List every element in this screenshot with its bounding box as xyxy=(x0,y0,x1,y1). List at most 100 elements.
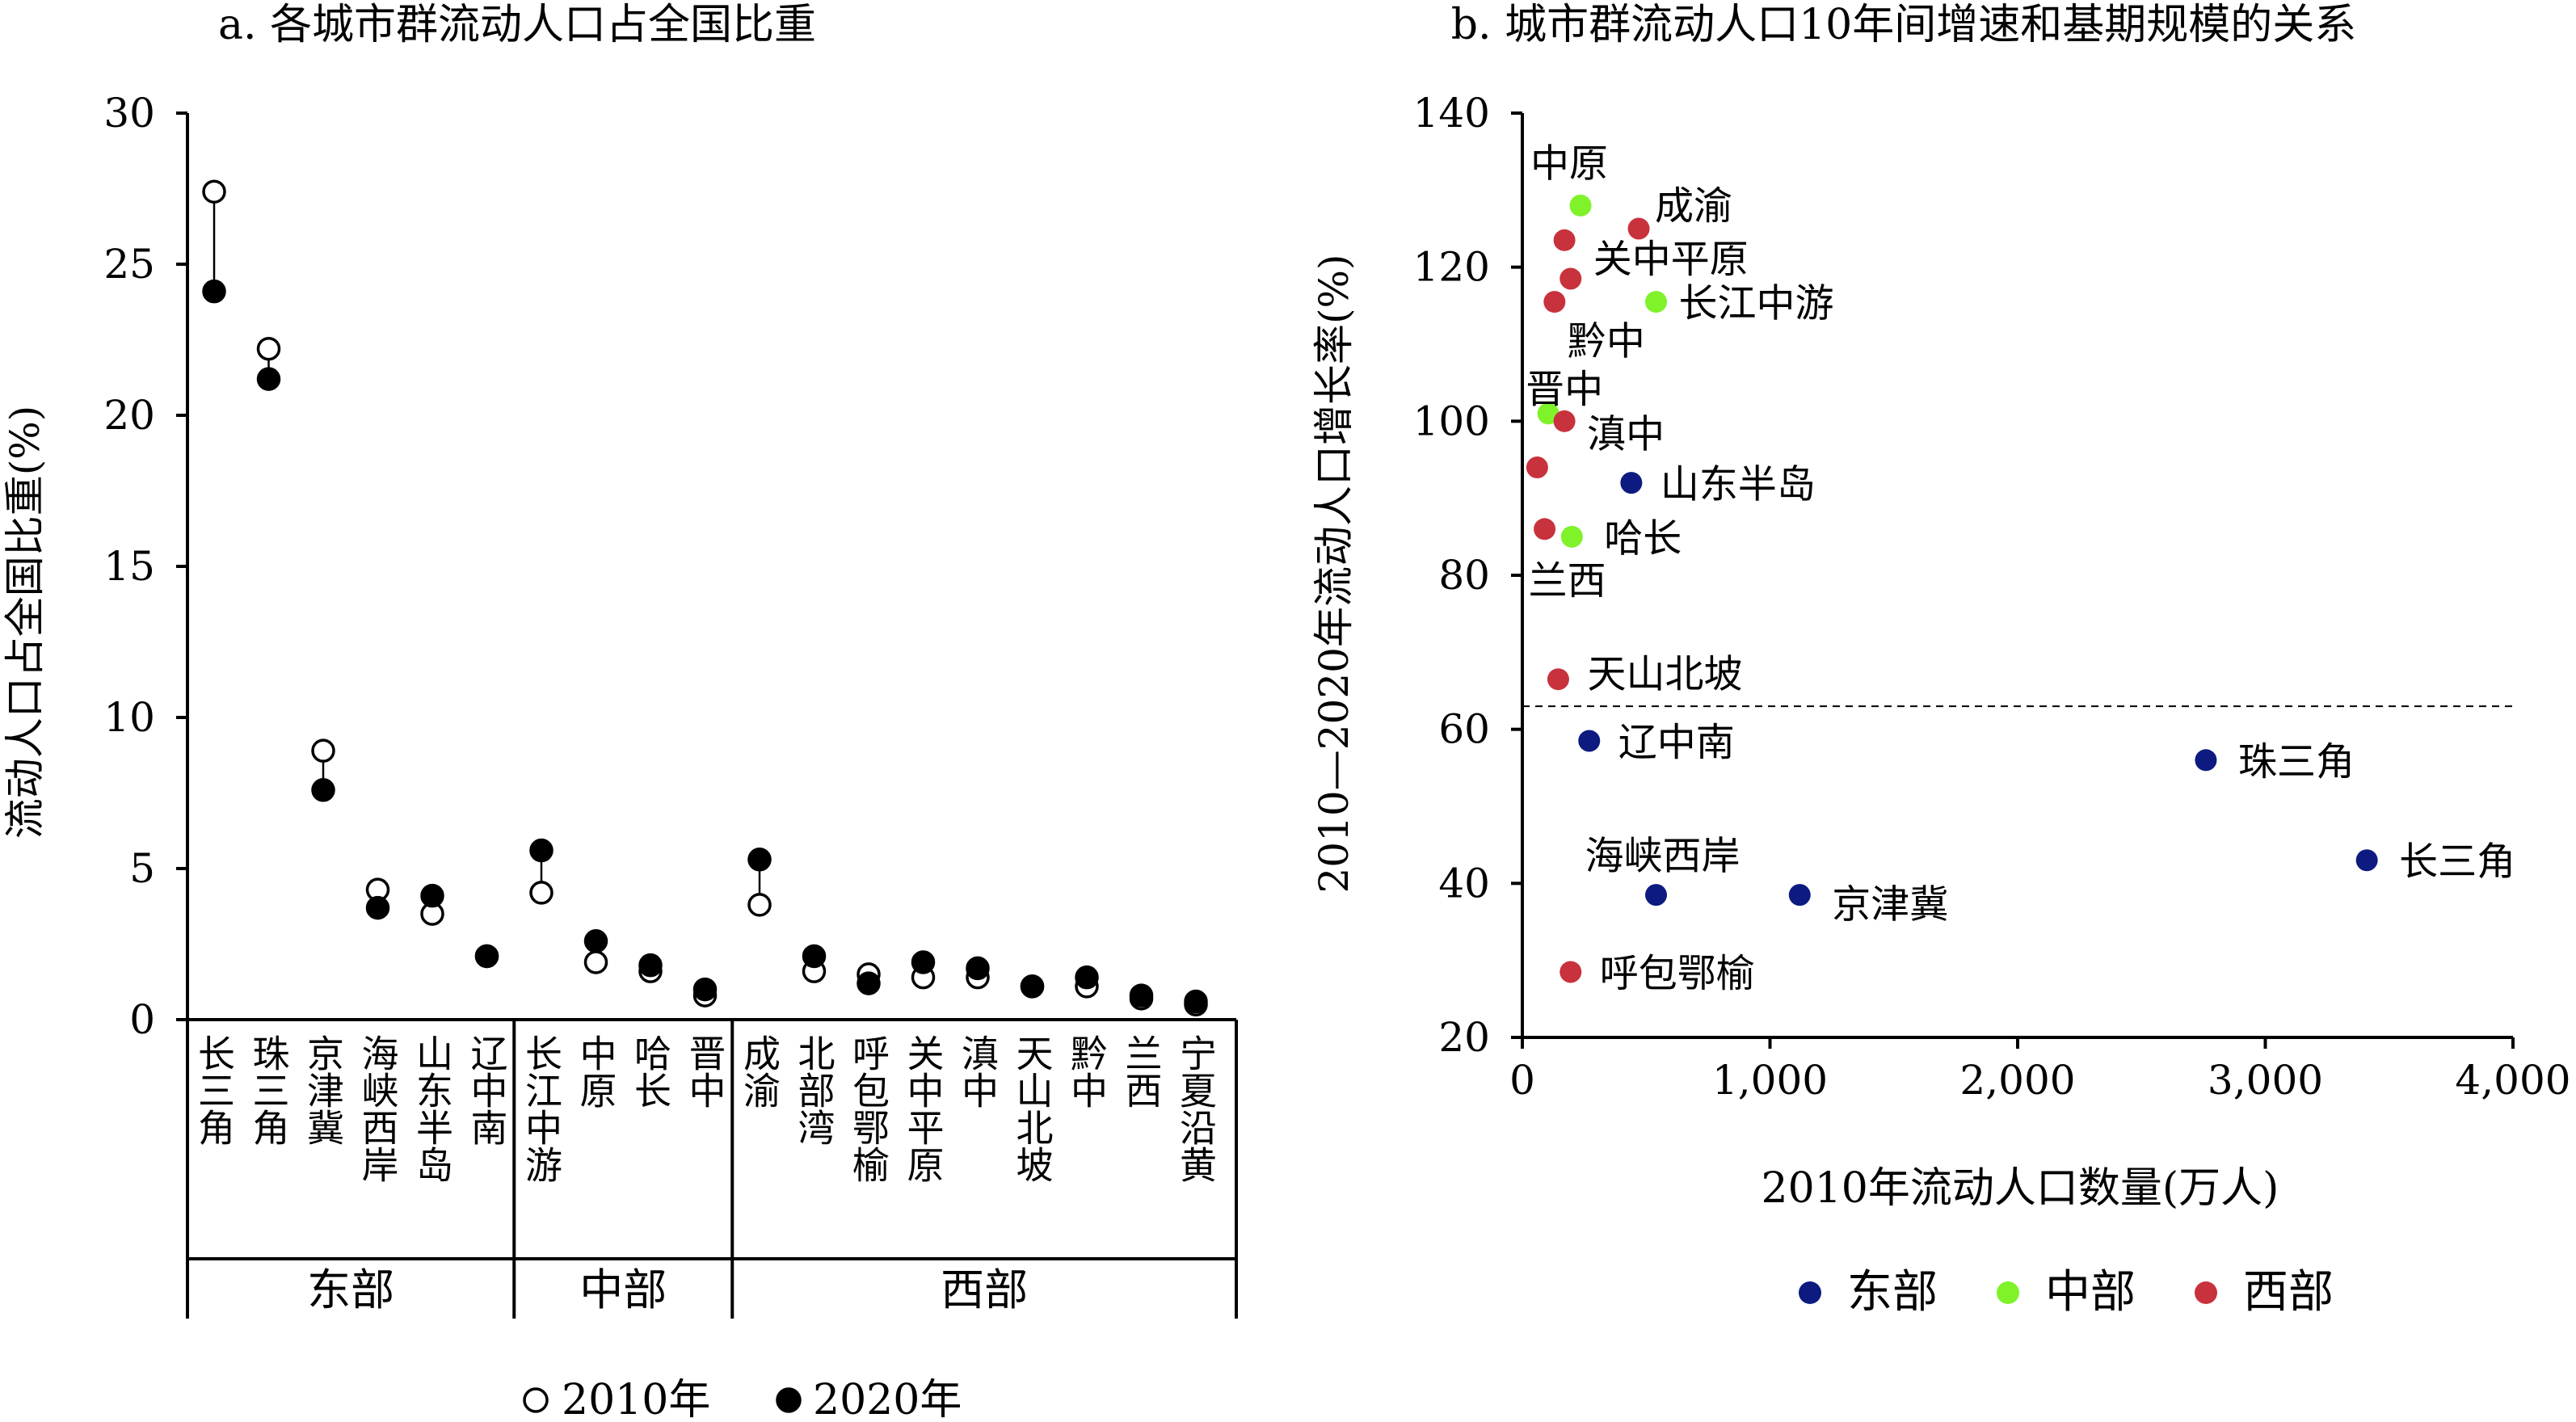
panel-b-legend-label: 西部 xyxy=(2243,1266,2334,1319)
panel-b-point xyxy=(1627,217,1650,240)
panel-b-point xyxy=(1526,456,1548,479)
panel-b-point xyxy=(1620,472,1643,494)
panel-b-point xyxy=(1559,961,1582,983)
panel-b-point xyxy=(2195,749,2217,772)
panel-b-y-tick-label: 20 xyxy=(1438,1014,1490,1061)
panel-b-point xyxy=(1547,668,1569,691)
panel-a-category-label: 山东半岛 xyxy=(410,1034,454,1183)
legend-2020-marker xyxy=(776,1387,802,1413)
panel-a-category-label: 兰西 xyxy=(1120,1034,1164,1109)
panel-a-category-label: 宁夏沿黄 xyxy=(1174,1034,1218,1183)
panel-a-category-label: 天山北坡 xyxy=(1011,1034,1054,1183)
panel-b-point-label: 兰西 xyxy=(1529,558,1606,604)
panel-b-title: b. 城市群流动人口10年间增速和基期规模的关系 xyxy=(1451,1,2357,49)
point-2010 xyxy=(583,950,608,974)
panel-a-category-label: 关中平原 xyxy=(902,1034,945,1183)
point-2010 xyxy=(747,893,772,917)
panel-b-point xyxy=(1645,291,1668,313)
point-2020 xyxy=(911,950,936,974)
panel-b-y-tick-label: 80 xyxy=(1438,552,1490,599)
point-2020 xyxy=(474,944,499,969)
panel-b-point-label: 天山北坡 xyxy=(1587,652,1742,697)
panel-a-category-label: 呼包鄂榆 xyxy=(847,1034,890,1183)
panel-b-point xyxy=(1560,525,1583,548)
panel-b-point xyxy=(1559,267,1582,290)
panel-b-x-tick-label: 0 xyxy=(1509,1057,1535,1104)
point-2010 xyxy=(311,738,335,763)
point-2020 xyxy=(1129,983,1154,1008)
point-2020 xyxy=(420,883,444,908)
panel-b-point xyxy=(1553,229,1576,251)
panel-b-point-label: 成渝 xyxy=(1655,183,1732,229)
point-2020 xyxy=(311,778,335,802)
panel-b-legend-label: 中部 xyxy=(2045,1266,2136,1319)
panel-a-group-label: 东部 xyxy=(307,1264,394,1315)
panel-b-point xyxy=(2355,849,2378,872)
point-2020 xyxy=(583,929,608,953)
panel-b-point-label: 黔中 xyxy=(1568,319,1645,364)
panel-a-category-label: 辽中南 xyxy=(465,1034,509,1146)
panel-b-y-tick-label: 60 xyxy=(1438,706,1490,753)
panel-a-category-label: 晋中 xyxy=(684,1034,727,1109)
panel-a-category-label: 长三角 xyxy=(192,1034,236,1146)
point-2020 xyxy=(256,367,281,391)
panel-a-y-tick-label: 20 xyxy=(103,392,155,439)
panel-b-point-label: 海峡西岸 xyxy=(1585,834,1740,879)
panel-a-category-label: 滇中 xyxy=(956,1034,1000,1109)
panel-a-y-tick-label: 25 xyxy=(103,241,155,288)
point-2020 xyxy=(857,971,881,995)
panel-b-point-label: 晋中 xyxy=(1526,367,1603,412)
panel-b-point-label: 京津冀 xyxy=(1832,882,1948,928)
panel-b-y-tick-label: 40 xyxy=(1438,860,1490,907)
point-2010 xyxy=(202,179,226,204)
point-2020 xyxy=(365,895,390,920)
point-2010 xyxy=(256,336,281,361)
panel-b-point-label: 珠三角 xyxy=(2238,739,2355,785)
point-2020 xyxy=(802,944,827,969)
panel-a-category-label: 京津冀 xyxy=(301,1034,345,1146)
panel-a-y-tick-label: 15 xyxy=(103,543,155,590)
panel-b-x-tick-label: 4,000 xyxy=(2455,1057,2570,1104)
point-2020 xyxy=(202,279,226,304)
panel-a-y-tick-label: 10 xyxy=(103,694,155,741)
point-2020 xyxy=(692,977,718,1002)
panel-b-point xyxy=(1578,730,1601,752)
panel-b-point-label: 长三角 xyxy=(2399,839,2515,885)
legend-2020-label: 2020年 xyxy=(813,1376,962,1422)
panel-a-group-label: 中部 xyxy=(579,1264,667,1315)
panel-a-group-label: 西部 xyxy=(941,1264,1028,1315)
panel-b-y-tick-label: 140 xyxy=(1413,90,1490,137)
panel-b-y-tick-label: 120 xyxy=(1413,244,1490,291)
panel-b-legend-marker xyxy=(1997,1281,2019,1304)
panel-b: b. 城市群流动人口10年间增速和基期规模的关系 2010—2020年流动人口增… xyxy=(1311,1,2571,1319)
point-2020 xyxy=(529,838,554,863)
panel-a-category-label: 珠三角 xyxy=(247,1034,291,1146)
point-2010 xyxy=(529,881,554,905)
panel-a-category-label: 成渝 xyxy=(738,1034,781,1109)
panel-b-x-tick-label: 1,000 xyxy=(1712,1057,1828,1104)
panel-b-point xyxy=(1534,518,1556,541)
panel-b-point xyxy=(1553,410,1576,432)
panel-b-point-label: 呼包鄂榆 xyxy=(1600,951,1755,996)
panel-b-x-axis-label: 2010年流动人口数量(万人) xyxy=(1762,1164,2279,1213)
panel-a-category-label: 哈长 xyxy=(629,1034,672,1109)
panel-a-y-tick-label: 5 xyxy=(129,845,155,892)
panel-b-x-tick-label: 3,000 xyxy=(2208,1057,2323,1104)
panel-b-legend-marker xyxy=(1799,1281,1821,1304)
panel-b-point xyxy=(1645,884,1668,907)
panel-b-x-tick-label: 2,000 xyxy=(1959,1057,2075,1104)
panel-a-y-tick-label: 30 xyxy=(103,90,155,137)
panel-a-y-tick-label: 0 xyxy=(129,996,155,1043)
panel-b-point xyxy=(1788,884,1811,907)
panel-b-point-label: 辽中南 xyxy=(1618,720,1735,765)
panel-a-y-axis-label: 流动人口占全国比重(%) xyxy=(2,406,48,839)
panel-b-point-label: 哈长 xyxy=(1604,515,1682,561)
legend-2010-marker xyxy=(523,1387,549,1413)
panel-b-point-label: 滇中 xyxy=(1587,411,1665,456)
point-2020 xyxy=(638,953,663,978)
panel-a-category-label: 北部湾 xyxy=(793,1034,836,1146)
panel-b-point-label: 长江中游 xyxy=(1679,281,1834,326)
point-2020 xyxy=(966,956,990,981)
panel-b-point-label: 山东半岛 xyxy=(1661,462,1816,507)
